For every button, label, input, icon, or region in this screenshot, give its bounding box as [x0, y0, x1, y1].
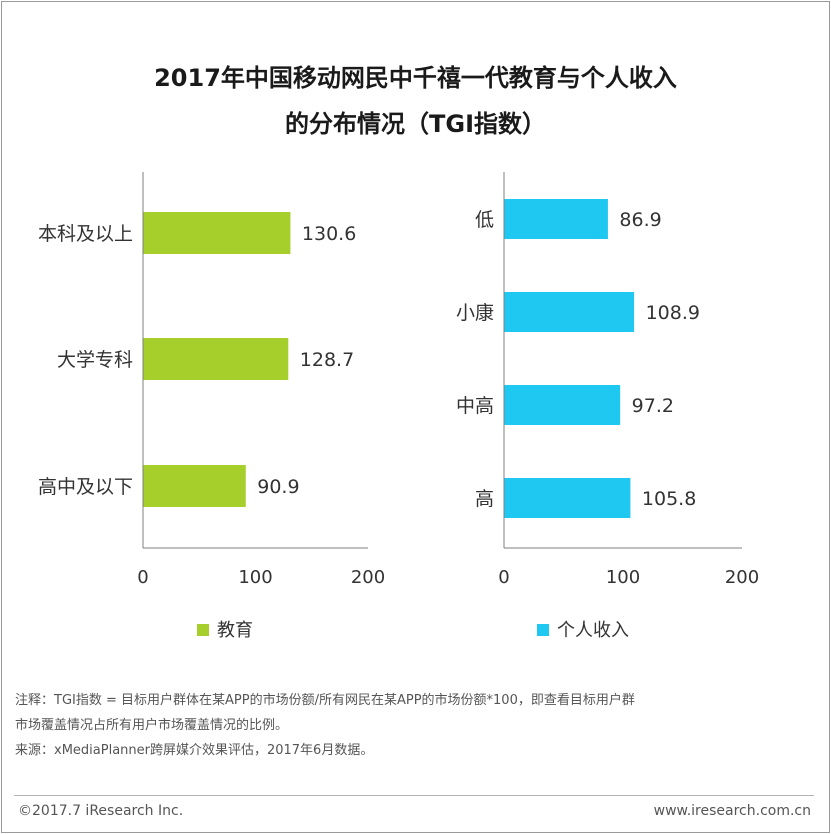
edu-legend-label: 教育	[217, 620, 253, 641]
edu-category-label: 大学专科	[57, 349, 133, 371]
title-line-2: 的分布情况（TGI指数）	[285, 110, 546, 138]
edu-bar	[143, 212, 291, 254]
income-category-label: 高	[475, 488, 494, 510]
chart-title: 2017年中国移动网民中千禧一代教育与个人收入 的分布情况（TGI指数）	[0, 55, 831, 147]
copyright: ©2017.7 iResearch Inc.	[18, 803, 184, 819]
edu-x-tick-label: 100	[238, 567, 272, 588]
income-category-label: 中高	[456, 395, 494, 417]
income-x-tick-label: 200	[725, 567, 759, 588]
edu-value-label: 90.9	[257, 476, 299, 498]
title-line-1: 2017年中国移动网民中千禧一代教育与个人收入	[154, 64, 677, 92]
notes: 注释：TGI指数 = 目标用户群体在某APP的市场份额/所有网民在某APP的市场…	[15, 688, 815, 763]
note-line-1: 注释：TGI指数 = 目标用户群体在某APP的市场份额/所有网民在某APP的市场…	[15, 693, 635, 708]
edu-category-label: 本科及以上	[38, 223, 133, 245]
income-legend-swatch	[537, 624, 549, 636]
tgi-bar-charts: 0 100 200 本科及以上 130.6 大学专科 128.7 高中及以下 90.9 教育 0 10…	[38, 172, 759, 641]
income-value-label: 105.8	[642, 488, 696, 510]
edu-value-label: 128.7	[300, 349, 354, 371]
income-x-tick-label: 100	[606, 567, 640, 588]
income-category-label: 低	[475, 209, 494, 231]
income-bar	[504, 478, 631, 518]
edu-category-label: 高中及以下	[38, 476, 133, 498]
income-legend-label: 个人收入	[557, 620, 629, 641]
income-bar	[504, 199, 608, 239]
edu-x-tick-label: 200	[351, 567, 385, 588]
website-link[interactable]: www.iresearch.com.cn	[653, 803, 811, 819]
edu-x-tick-label: 0	[137, 567, 148, 588]
income-value-label: 86.9	[619, 209, 661, 231]
note-line-2: 市场覆盖情况占所有用户市场覆盖情况的比例。	[15, 718, 289, 733]
income-bar	[504, 292, 635, 332]
income-x-tick-label: 0	[498, 567, 509, 588]
edu-bar	[143, 338, 289, 380]
edu-bar	[143, 465, 246, 507]
edu-value-label: 130.6	[302, 223, 356, 245]
income-value-label: 97.2	[632, 395, 674, 417]
income-category-label: 小康	[456, 302, 494, 324]
footer-divider	[14, 795, 814, 796]
edu-legend-swatch	[197, 624, 209, 636]
income-value-label: 108.9	[646, 302, 700, 324]
income-bar	[504, 385, 621, 425]
note-source: 来源：xMediaPlanner跨屏媒介效果评估，2017年6月数据。	[15, 743, 374, 758]
